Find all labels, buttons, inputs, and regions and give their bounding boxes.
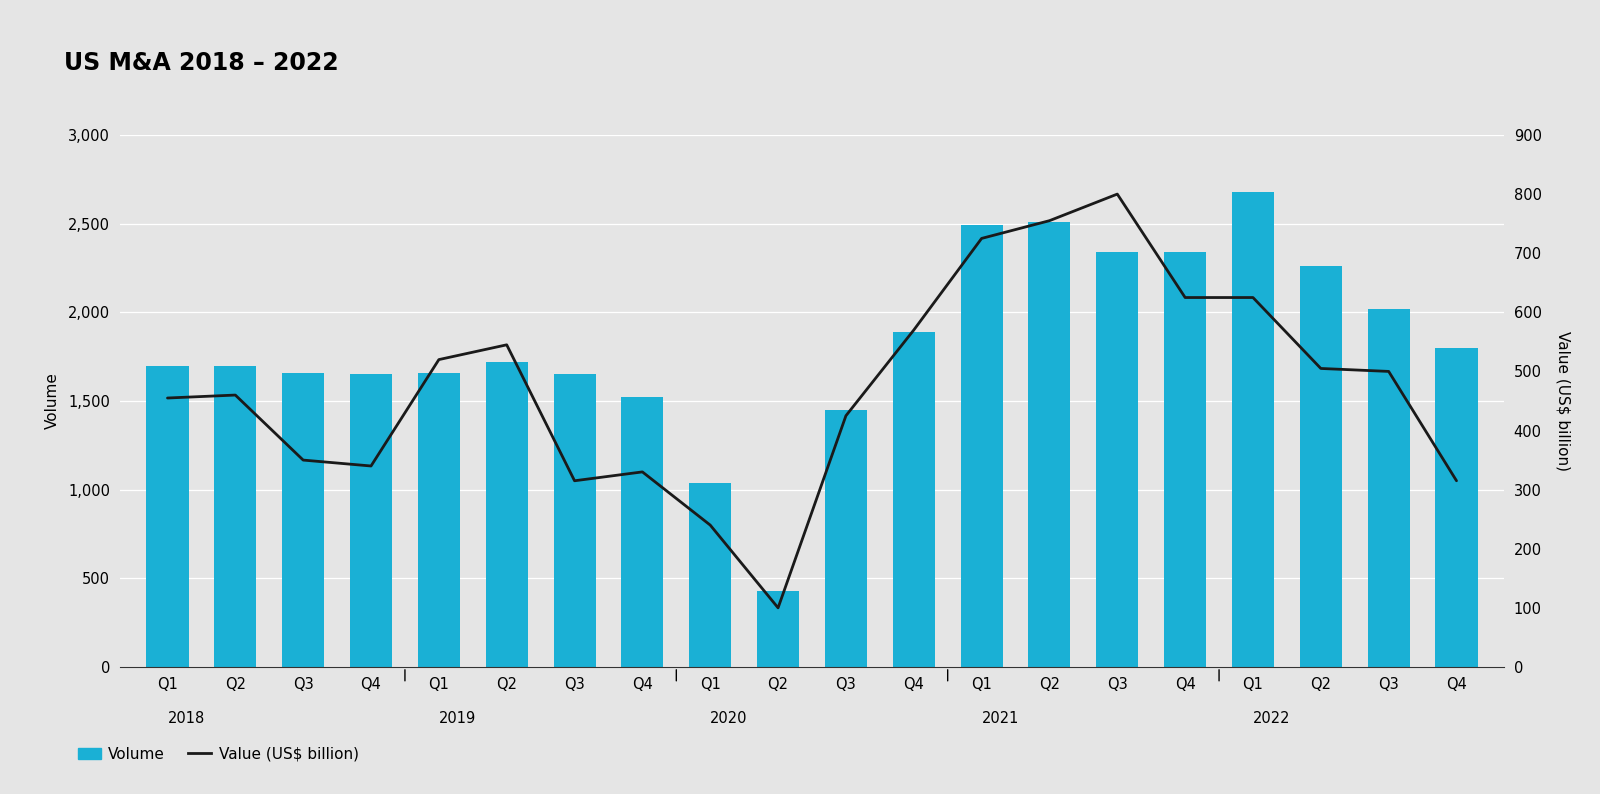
Text: 2020: 2020 (710, 711, 747, 727)
Legend: Volume, Value (US$ billion): Volume, Value (US$ billion) (72, 741, 365, 768)
Bar (690, 483, 731, 667)
Bar (350, 374, 392, 667)
Bar (282, 372, 325, 667)
Y-axis label: Value (US$ billion): Value (US$ billion) (1555, 331, 1571, 471)
Bar (1029, 222, 1070, 667)
Text: 2021: 2021 (982, 711, 1019, 727)
Bar (1368, 309, 1410, 667)
Text: 2022: 2022 (1253, 711, 1291, 727)
Bar (1299, 266, 1342, 667)
Bar (893, 332, 934, 667)
Bar (826, 410, 867, 667)
Bar (757, 591, 798, 667)
Text: US M&A 2018 – 2022: US M&A 2018 – 2022 (64, 51, 339, 75)
Bar (1435, 348, 1477, 667)
Bar (960, 225, 1003, 667)
Bar (554, 374, 595, 667)
Text: 2018: 2018 (168, 711, 205, 727)
Bar (418, 372, 459, 667)
Bar (214, 365, 256, 667)
Bar (1165, 252, 1206, 667)
Bar (1096, 252, 1138, 667)
Bar (486, 362, 528, 667)
Text: 2019: 2019 (438, 711, 477, 727)
Bar (1232, 191, 1274, 667)
Y-axis label: Volume: Volume (45, 372, 59, 430)
Bar (621, 398, 664, 667)
Bar (147, 365, 189, 667)
